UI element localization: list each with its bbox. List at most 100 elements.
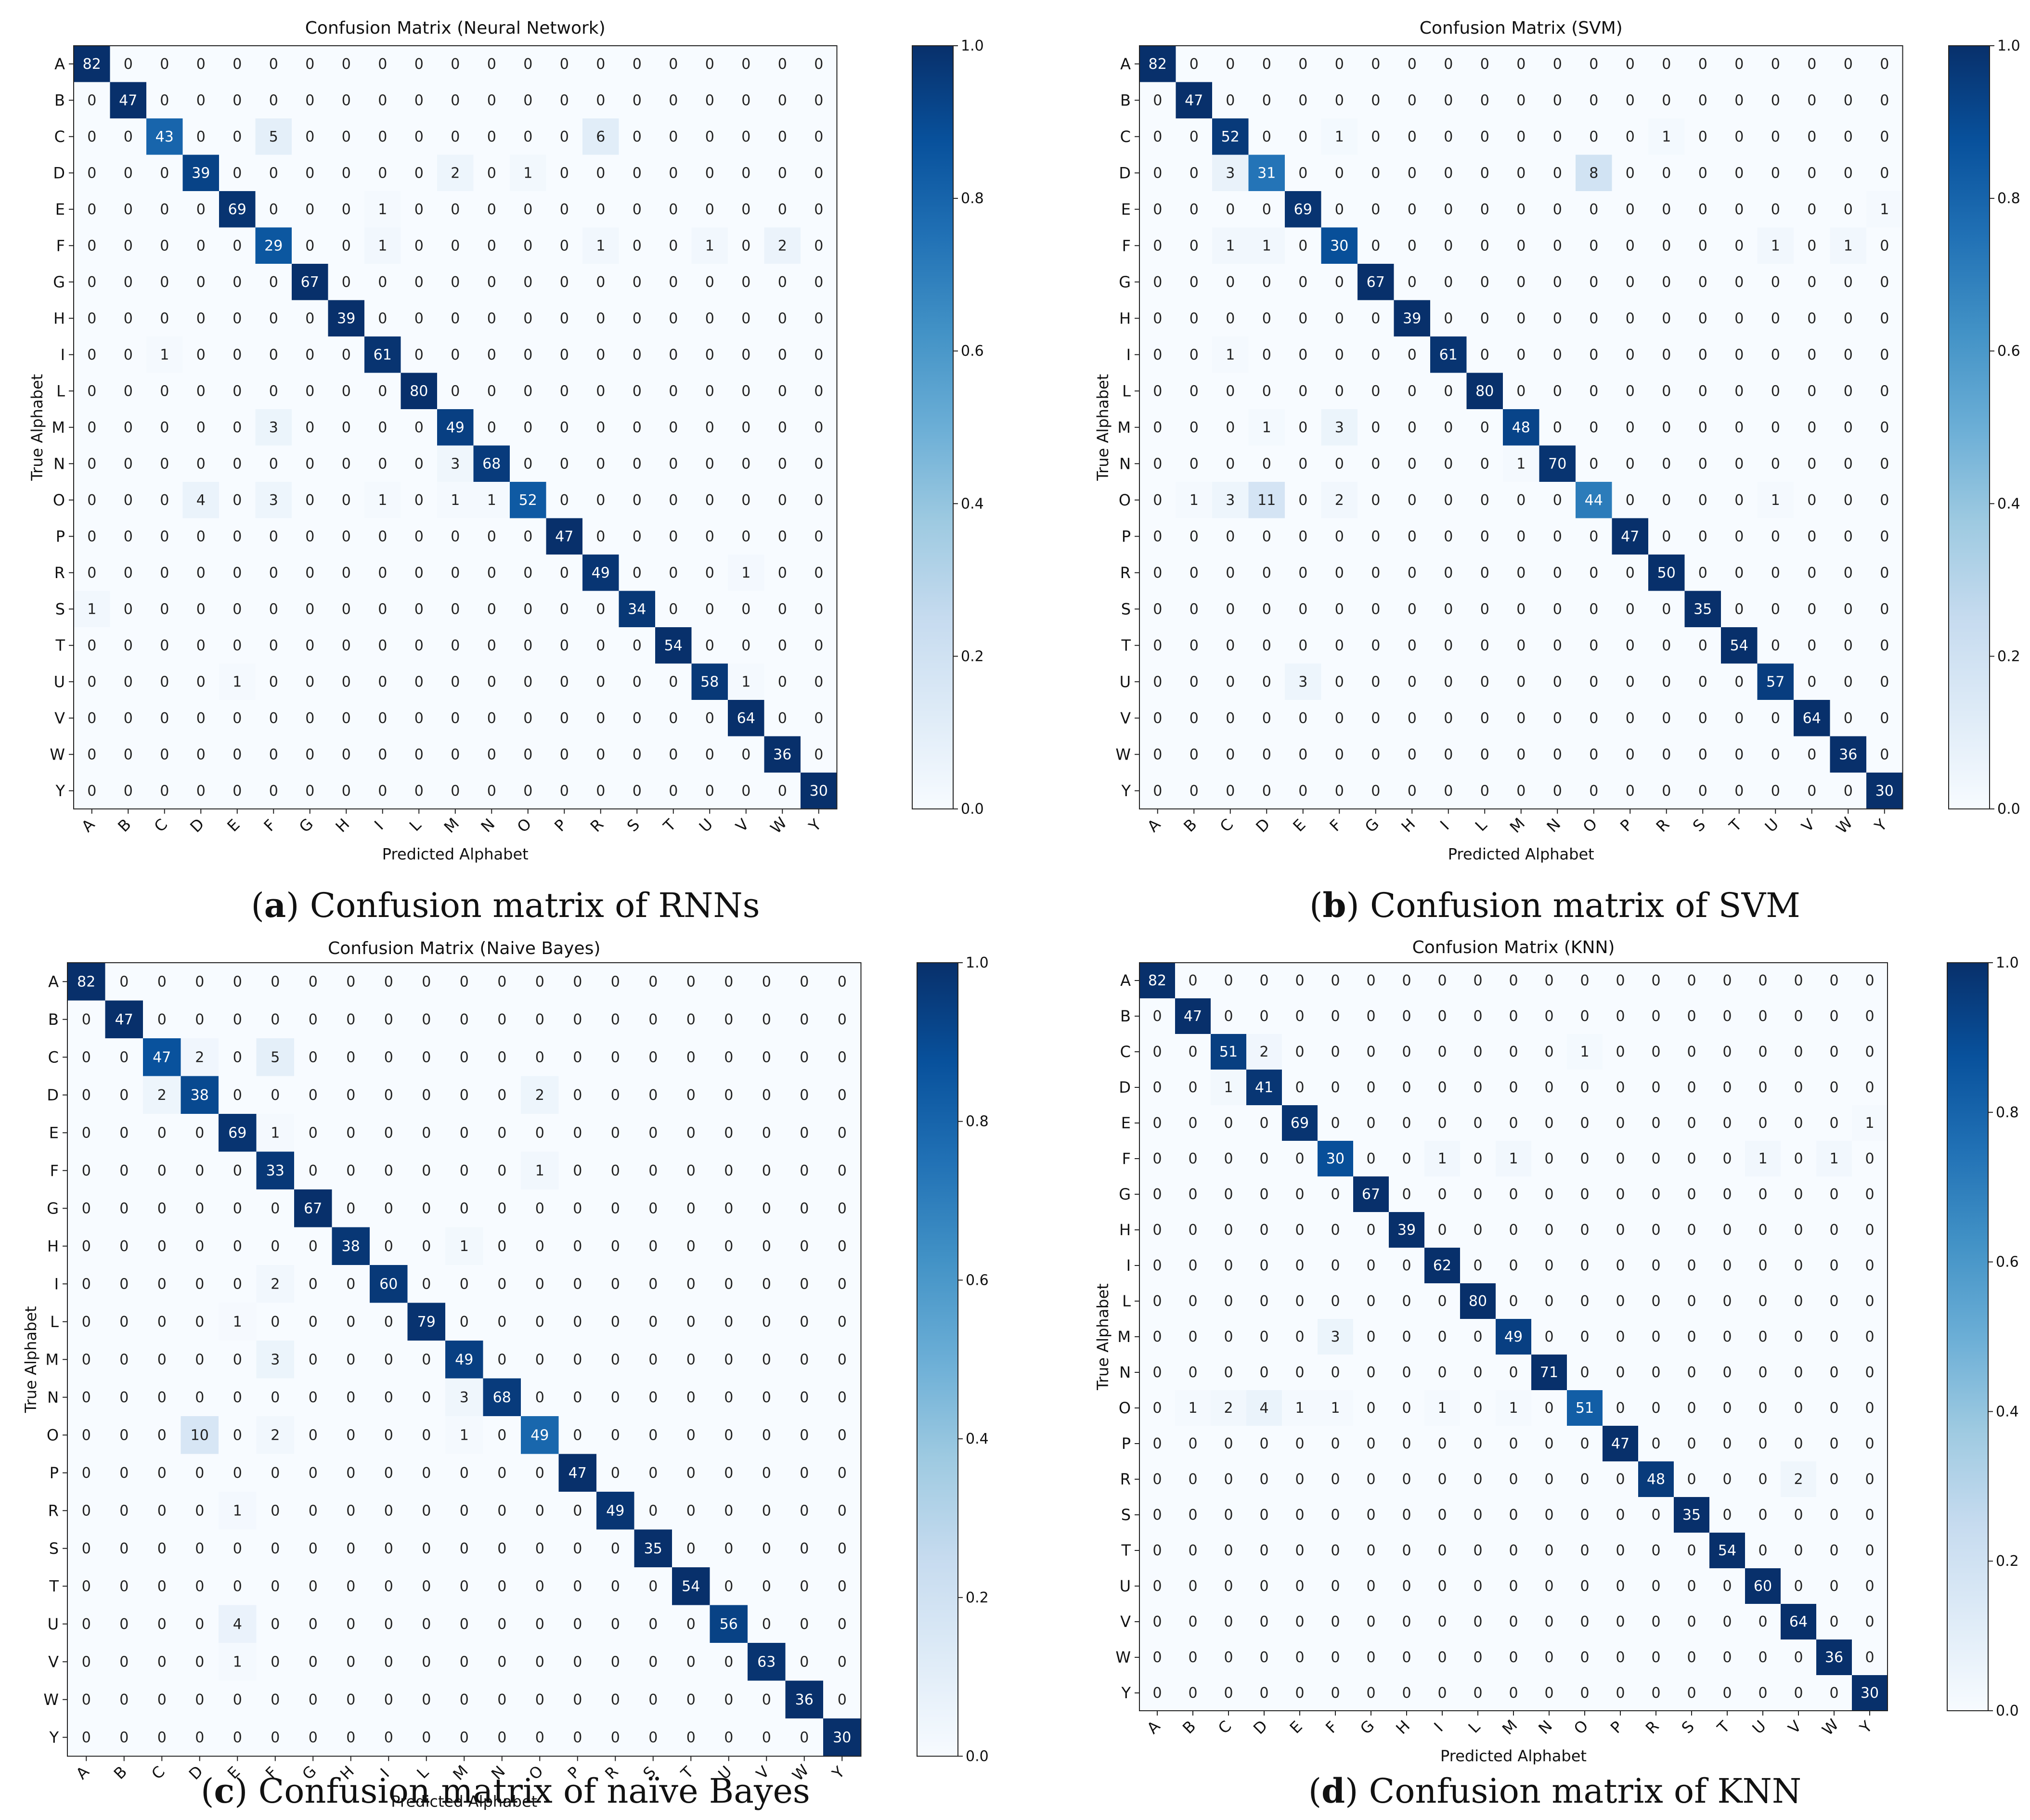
cell-value-label: 0 xyxy=(119,1049,129,1066)
cell-value-label: 0 xyxy=(1687,1115,1696,1132)
cell-value-label: 1 xyxy=(233,1653,242,1670)
cell-value-label: 0 xyxy=(487,274,496,291)
heatmap-cell xyxy=(473,700,510,736)
cell-value-label: 0 xyxy=(196,92,206,109)
cell-value-label: 0 xyxy=(451,56,460,73)
cell-value-label: 0 xyxy=(451,383,460,400)
cell-value-label: 0 xyxy=(384,1351,393,1368)
cell-value-label: 0 xyxy=(1794,1293,1803,1310)
colorbar xyxy=(912,45,954,810)
cell-value-label: 0 xyxy=(1298,237,1307,254)
heatmap-cell xyxy=(364,46,401,82)
cell-value-label: 0 xyxy=(1366,1364,1375,1381)
cell-value-label: 1 xyxy=(705,237,714,254)
cell-value-label: 0 xyxy=(119,1691,129,1708)
cell-value-label: 0 xyxy=(195,1540,204,1557)
cell-value-label: 0 xyxy=(305,310,314,327)
heatmap-cell xyxy=(328,445,365,482)
cell-value-label: 0 xyxy=(1687,1008,1696,1025)
cell-value-label: 0 xyxy=(762,1276,771,1292)
cell-value-label: 0 xyxy=(741,237,750,254)
cell-value-label: 0 xyxy=(451,565,460,581)
cell-value-label: 0 xyxy=(195,1578,204,1595)
cell-value-label: 0 xyxy=(124,165,133,181)
cell-value-label: 0 xyxy=(1444,565,1453,581)
cell-value-label: 0 xyxy=(378,710,387,727)
heatmap-cell xyxy=(146,409,183,446)
cell-value-label: 0 xyxy=(309,1691,318,1708)
cell-value-label: 0 xyxy=(1444,455,1453,472)
heatmap-cell xyxy=(619,482,656,518)
cell-value-label: 0 xyxy=(82,1238,91,1255)
cell-value-label: 0 xyxy=(1190,237,1199,254)
cell-value-label: 0 xyxy=(1509,972,1518,989)
cell-value-label: 0 xyxy=(1473,1685,1482,1702)
heatmap-cell xyxy=(255,155,292,192)
cell-value-label: 0 xyxy=(414,783,424,800)
cell-value-label: 0 xyxy=(233,637,242,654)
cell-value-label: 50 xyxy=(1657,565,1676,581)
cell-value-label: 0 xyxy=(157,1200,167,1217)
cell-value-label: 0 xyxy=(523,746,532,763)
cell-value-label: 0 xyxy=(233,237,242,254)
cell-value-label: 0 xyxy=(1516,565,1526,581)
heatmap-cell xyxy=(437,118,474,155)
x-tick-label: I xyxy=(371,817,387,834)
cell-value-label: 0 xyxy=(460,1314,469,1330)
cell-value-label: 0 xyxy=(271,1200,280,1217)
cell-value-label: 0 xyxy=(1880,92,1889,109)
cell-value-label: 0 xyxy=(1758,1079,1767,1096)
cell-value-label: 0 xyxy=(705,165,714,181)
cell-value-label: 0 xyxy=(1722,1257,1732,1274)
cell-value-label: 1 xyxy=(487,492,496,509)
cell-value-label: 0 xyxy=(1829,1685,1838,1702)
cell-value-label: 0 xyxy=(422,1540,431,1557)
cell-value-label: 0 xyxy=(705,601,714,618)
cell-value-label: 0 xyxy=(1335,165,1344,181)
cell-value-label: 0 xyxy=(1626,783,1635,800)
cell-value-label: 0 xyxy=(1553,565,1562,581)
cell-value-label: 0 xyxy=(762,1578,771,1595)
cell-value-label: 0 xyxy=(741,492,750,509)
cell-value-label: 0 xyxy=(309,1616,318,1633)
cell-value-label: 61 xyxy=(1439,347,1458,363)
colorbar-tick-label: 0.6 xyxy=(1997,343,2020,360)
cell-value-label: 0 xyxy=(633,347,642,363)
cell-value-label: 0 xyxy=(1371,783,1380,800)
cell-value-label: 0 xyxy=(1226,528,1235,545)
heatmap-cell xyxy=(619,373,656,410)
cell-value-label: 1 xyxy=(1331,1400,1340,1417)
heatmap-cell xyxy=(219,227,256,264)
cell-value-label: 0 xyxy=(1188,1186,1197,1203)
cell-value-label: 0 xyxy=(1152,1613,1162,1630)
cell-value-label: 0 xyxy=(309,1238,318,1255)
cell-value-label: 0 xyxy=(1402,1685,1411,1702)
cell-value-label: 0 xyxy=(87,201,96,218)
heatmap-cell xyxy=(582,336,619,373)
cell-value-label: 0 xyxy=(838,1124,847,1141)
x-tick-label: R xyxy=(1653,815,1673,836)
cell-value-label: 0 xyxy=(378,528,387,545)
cell-value-label: 0 xyxy=(1444,237,1453,254)
cell-value-label: 0 xyxy=(384,1502,393,1519)
cell-value-label: 0 xyxy=(1516,92,1526,109)
cell-value-label: 0 xyxy=(422,1200,431,1217)
cell-value-label: 0 xyxy=(1758,1435,1767,1452)
cell-value-label: 0 xyxy=(1589,710,1598,727)
heatmap-cell xyxy=(255,336,292,373)
cell-value-label: 0 xyxy=(1473,1649,1482,1666)
cell-value-label: 0 xyxy=(233,1049,242,1066)
heatmap-cell xyxy=(328,627,365,664)
x-tick-label: F xyxy=(1322,1717,1341,1737)
cell-value-label: 0 xyxy=(422,1276,431,1292)
heatmap-cell xyxy=(473,445,510,482)
y-tick-label: F xyxy=(56,236,65,255)
chart-title: Confusion Matrix (SVM) xyxy=(1420,18,1623,38)
cell-value-label: 3 xyxy=(460,1389,469,1406)
cell-value-label: 0 xyxy=(1771,92,1780,109)
cell-value-label: 1 xyxy=(451,492,460,509)
cell-value-label: 0 xyxy=(1335,310,1344,327)
cell-value-label: 0 xyxy=(1516,492,1526,509)
cell-value-label: 0 xyxy=(309,1427,318,1444)
heatmap-cell xyxy=(510,373,546,410)
